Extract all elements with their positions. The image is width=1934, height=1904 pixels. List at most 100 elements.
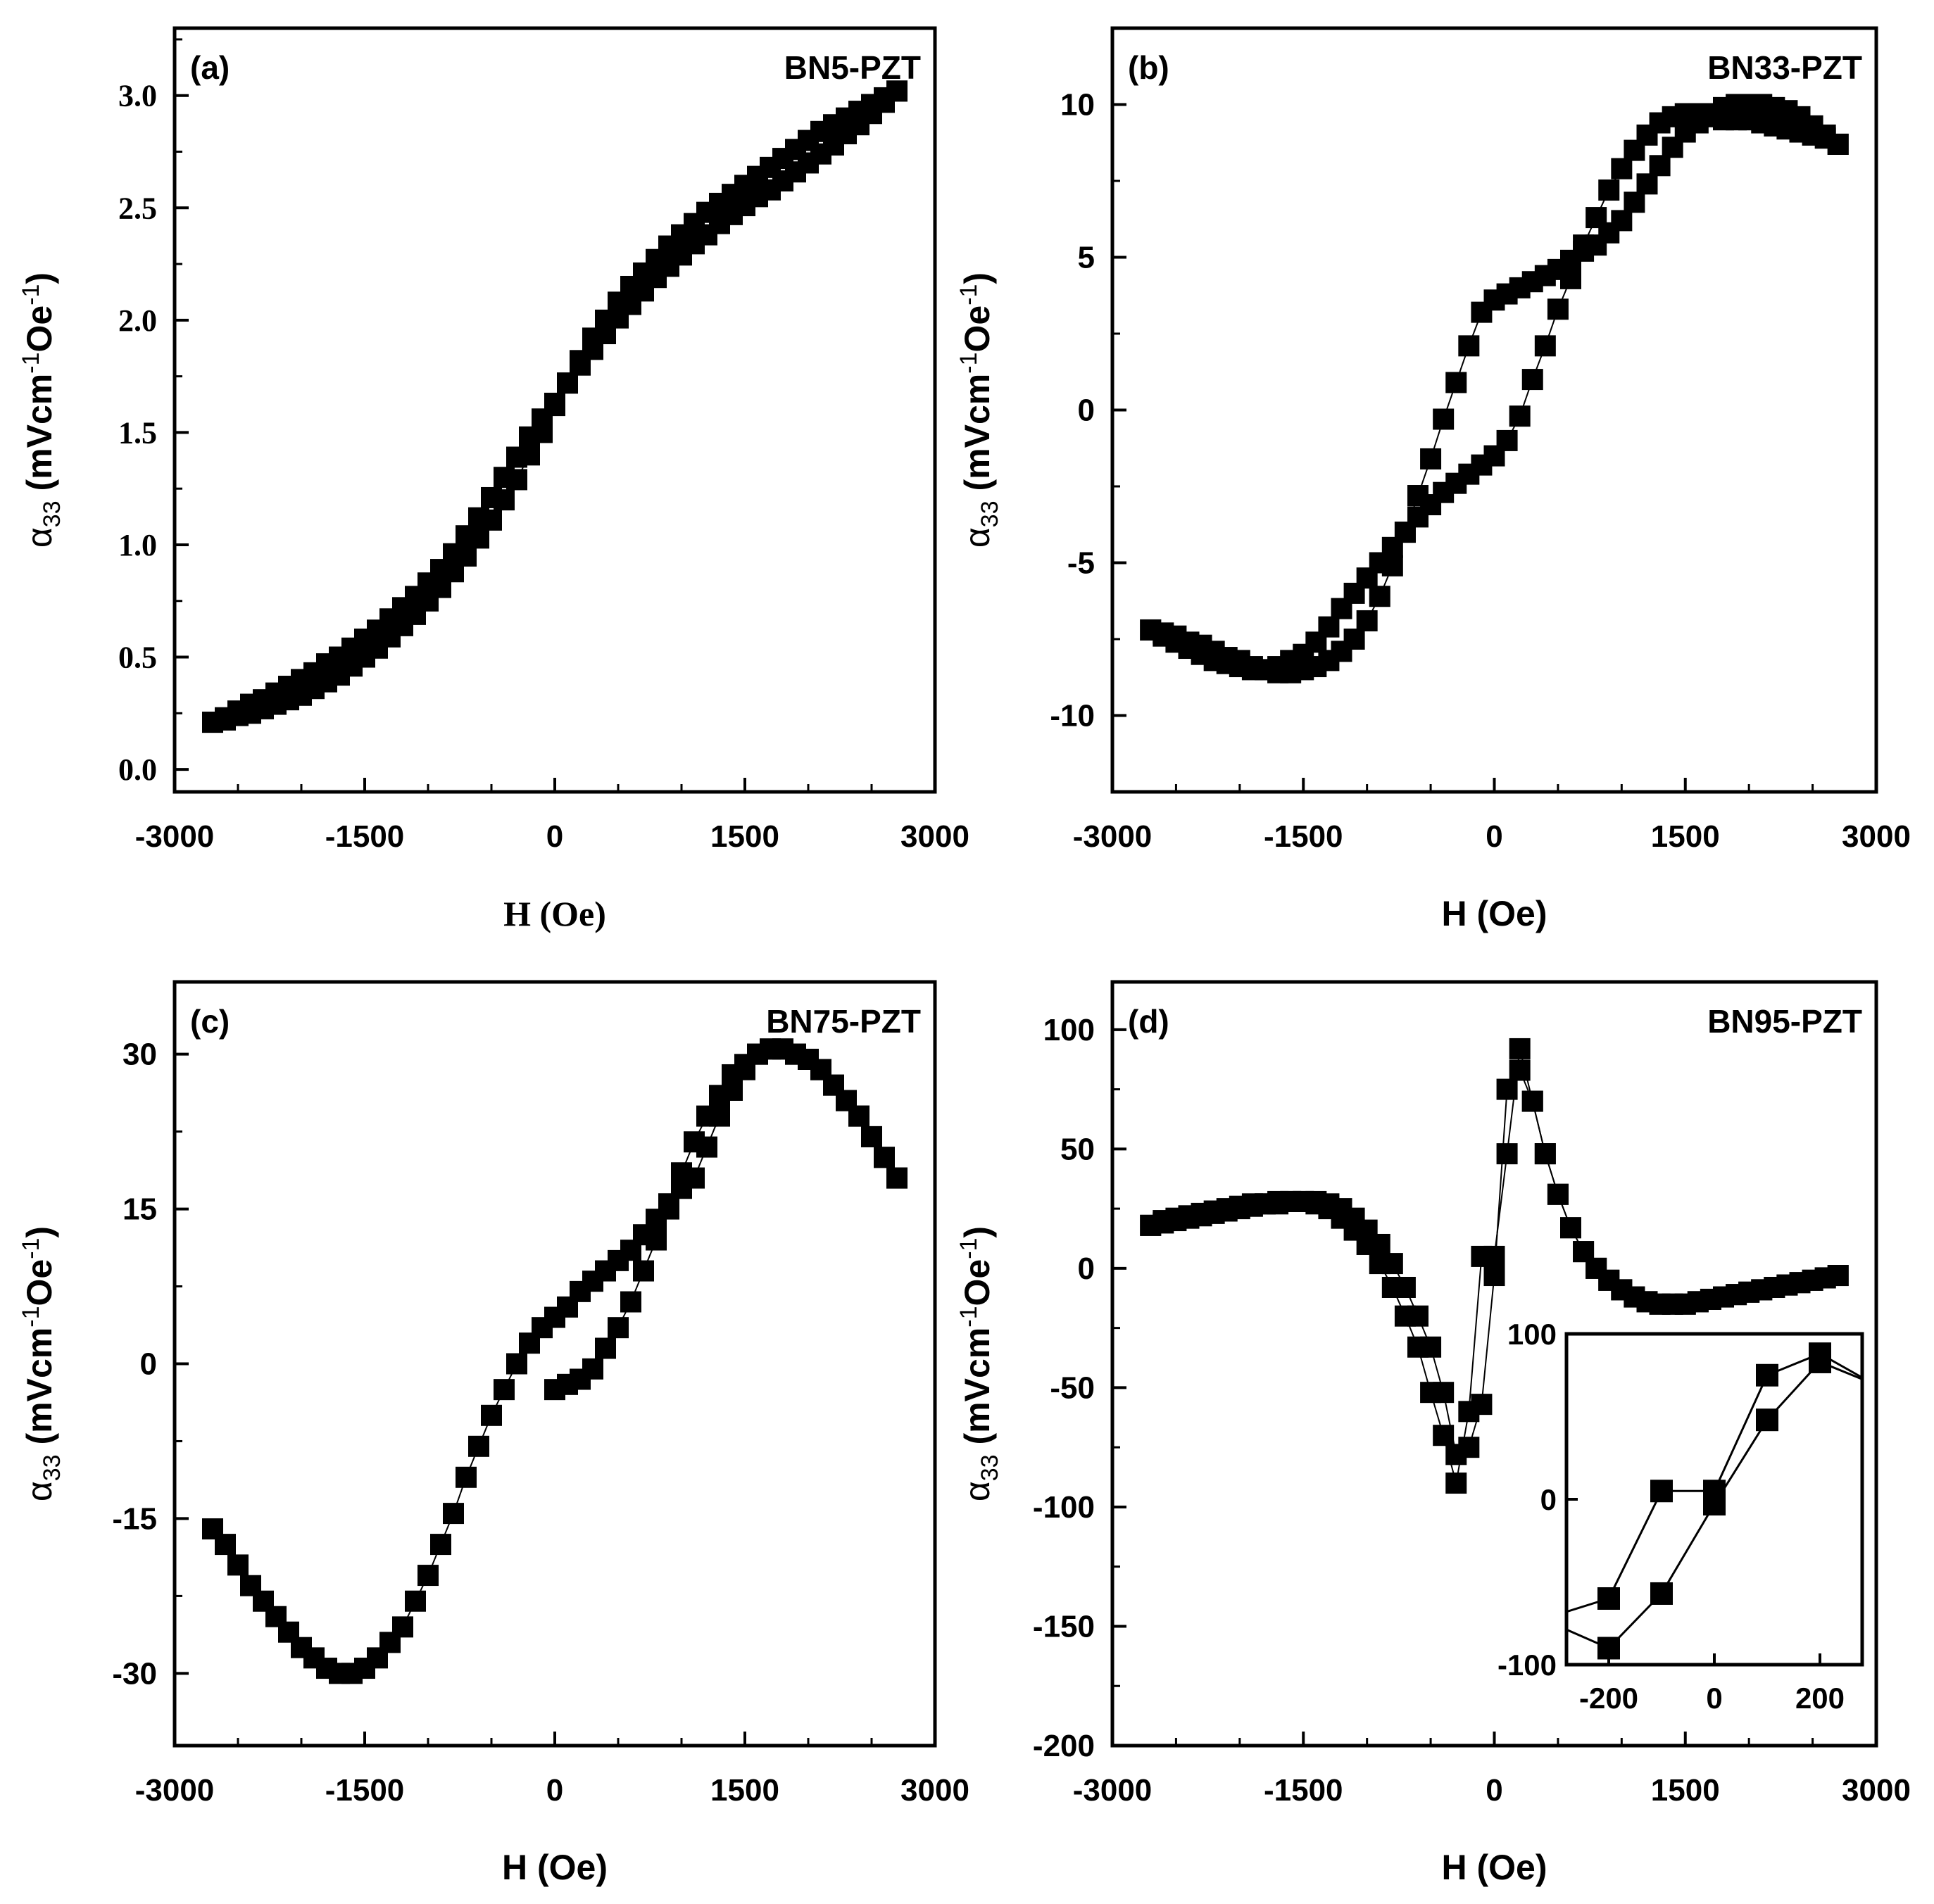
y-tick-label: 1.0 bbox=[118, 528, 157, 562]
y-axis-title: α33 (mVcm-1Oe-1) bbox=[18, 1226, 65, 1501]
data-point bbox=[1445, 372, 1467, 393]
x-tick-label: -3000 bbox=[1073, 1773, 1153, 1808]
data-point bbox=[1381, 1253, 1403, 1275]
inset-x-tick-label: 0 bbox=[1706, 1682, 1722, 1715]
data-point bbox=[202, 712, 223, 733]
x-axis-title: H (Oe) bbox=[1442, 894, 1547, 933]
data-point bbox=[1445, 1444, 1467, 1465]
x-tick-label: -1500 bbox=[325, 1773, 405, 1808]
chart-panel-a: -3000 -1500 0 1500 3000 0.0 0.5 1.0 1.5 2.0 2.5 3.0… bbox=[18, 26, 969, 933]
data-point bbox=[633, 1260, 654, 1282]
data-point bbox=[1394, 522, 1416, 543]
y-tick-label: 0 bbox=[140, 1347, 157, 1382]
y-tick-label: 1.5 bbox=[118, 415, 157, 450]
data-point bbox=[544, 395, 565, 417]
data-point bbox=[417, 1565, 439, 1587]
data-point bbox=[1598, 179, 1620, 201]
data-point bbox=[1445, 1473, 1467, 1494]
y-axis-title: α33 (mVcm-1Oe-1) bbox=[955, 1226, 1003, 1501]
data-point bbox=[240, 1575, 261, 1596]
data-point bbox=[1496, 1143, 1518, 1165]
data-point bbox=[1649, 155, 1671, 177]
inset-y-tick-label: 0 bbox=[1540, 1483, 1557, 1516]
inset-data-point bbox=[1861, 1372, 1862, 1395]
series-2 bbox=[1140, 1059, 1849, 1465]
data-point bbox=[620, 1291, 641, 1313]
x-tick-label: 0 bbox=[546, 819, 563, 854]
data-point bbox=[861, 1126, 882, 1147]
data-point bbox=[1483, 1265, 1505, 1287]
data-point bbox=[494, 1379, 515, 1401]
inset-y-tick-label: 100 bbox=[1507, 1318, 1557, 1351]
data-point bbox=[1407, 1305, 1428, 1327]
data-point bbox=[1560, 1217, 1581, 1239]
data-point bbox=[494, 489, 515, 511]
x-tick-label: 1500 bbox=[1651, 1773, 1720, 1808]
data-point bbox=[468, 527, 489, 549]
data-point bbox=[1509, 1059, 1531, 1081]
data-point bbox=[519, 444, 540, 466]
x-tick-label: 0 bbox=[1486, 1773, 1502, 1808]
data-point bbox=[202, 1518, 223, 1540]
data-point bbox=[1420, 1336, 1442, 1358]
data-point bbox=[709, 1105, 730, 1127]
data-point bbox=[1534, 1143, 1556, 1165]
data-point bbox=[1483, 1245, 1505, 1267]
data-point bbox=[532, 422, 553, 443]
data-point bbox=[722, 1079, 743, 1101]
x-tick-label: -1500 bbox=[1264, 1773, 1343, 1808]
y-tick-label: -200 bbox=[1033, 1729, 1095, 1763]
x-tick-label: -3000 bbox=[1073, 819, 1153, 854]
data-point bbox=[1458, 335, 1480, 357]
data-point bbox=[1611, 158, 1633, 179]
x-tick-label: -3000 bbox=[135, 1773, 215, 1808]
data-point bbox=[1140, 619, 1162, 641]
data-point bbox=[595, 1337, 616, 1359]
data-point bbox=[1547, 1183, 1569, 1205]
data-point bbox=[1369, 586, 1390, 607]
data-point bbox=[557, 372, 578, 394]
y-tick-label: -150 bbox=[1033, 1609, 1095, 1644]
data-point bbox=[405, 1590, 426, 1612]
inset-y-tick-label: -100 bbox=[1497, 1648, 1557, 1682]
y-tick-label: 10 bbox=[1060, 88, 1095, 122]
series-2 bbox=[202, 1038, 908, 1684]
panel-label: (a) bbox=[190, 49, 230, 86]
inset-data-point bbox=[1597, 1587, 1620, 1610]
x-tick-label: -1500 bbox=[1264, 819, 1343, 854]
x-tick-label: 1500 bbox=[710, 1773, 779, 1808]
data-point bbox=[1356, 610, 1378, 631]
y-tick-label: 100 bbox=[1043, 1013, 1095, 1047]
data-point bbox=[1521, 1090, 1543, 1112]
data-point bbox=[696, 1136, 717, 1158]
data-point bbox=[468, 1435, 489, 1457]
y-tick-label: 0 bbox=[1078, 393, 1095, 428]
y-tick-label: 3.0 bbox=[118, 79, 157, 113]
chart-panel-c: -3000 -1500 0 1500 3000 -30 -15 0 15 30 H (Oe) α33 … bbox=[18, 980, 969, 1887]
y-tick-label: -10 bbox=[1050, 699, 1095, 733]
data-point bbox=[570, 354, 591, 376]
x-tick-label: -3000 bbox=[135, 819, 215, 854]
y-tick-label: 2.0 bbox=[118, 303, 157, 338]
inset-data-point bbox=[1809, 1342, 1831, 1366]
data-point bbox=[1534, 335, 1556, 357]
x-axis-title: H (Oe) bbox=[503, 894, 606, 933]
data-point bbox=[582, 1358, 603, 1380]
data-point bbox=[1318, 616, 1340, 638]
data-point bbox=[734, 1059, 755, 1080]
inset-data-point bbox=[1756, 1408, 1778, 1432]
y-tick-label: -100 bbox=[1033, 1490, 1095, 1525]
y-axis-title: α33 (mVcm-1Oe-1) bbox=[18, 272, 65, 548]
x-tick-label: 0 bbox=[546, 1773, 563, 1808]
x-tick-label: 0 bbox=[1486, 819, 1502, 854]
data-point bbox=[886, 1167, 908, 1189]
data-point bbox=[1547, 298, 1569, 320]
data-point bbox=[1521, 369, 1543, 391]
x-tick-label: 3000 bbox=[1842, 819, 1911, 854]
data-point bbox=[506, 1353, 527, 1375]
y-tick-label: -15 bbox=[112, 1501, 157, 1536]
x-axis-title: H (Oe) bbox=[502, 1848, 608, 1887]
inset-data-point bbox=[1703, 1480, 1726, 1503]
data-point bbox=[1509, 1038, 1531, 1059]
